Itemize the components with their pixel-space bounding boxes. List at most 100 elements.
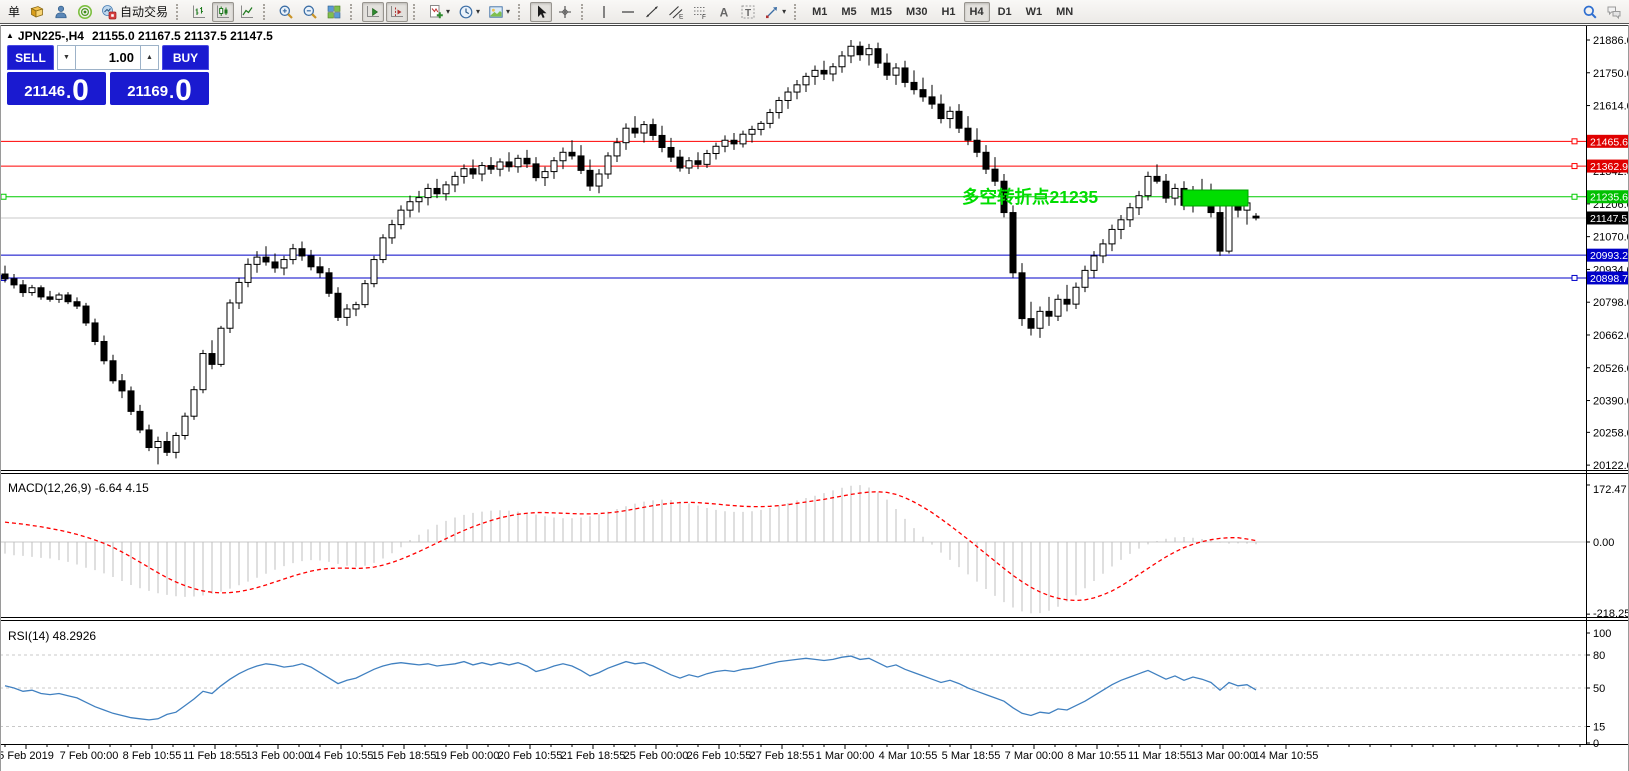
macd-indicator-label: MACD(12,26,9) -6.64 4.15 (8, 481, 149, 495)
volume-increase-button[interactable]: ▲ (140, 45, 159, 70)
rsi-indicator-label: RSI(14) 48.2926 (8, 629, 97, 643)
price-label-21147.5: 21147.5 (1587, 211, 1629, 225)
text-label-button[interactable]: T (737, 2, 759, 22)
timeframe-m30[interactable]: M30 (906, 5, 928, 18)
chart-shift-icon (389, 4, 405, 20)
timeframe-m1[interactable]: M1 (812, 5, 828, 18)
rsi-line (4, 655, 1257, 721)
svg-text:20390.0: 20390.0 (1593, 396, 1629, 408)
svg-text:7 Feb 00:00: 7 Feb 00:00 (60, 750, 119, 762)
svg-text:172.47: 172.47 (1593, 484, 1627, 496)
hline-21362.9[interactable] (0, 163, 1586, 170)
tile-windows-button[interactable] (323, 2, 345, 22)
cursor-button[interactable] (530, 1, 553, 22)
timeframe-h1[interactable]: H1 (941, 5, 956, 18)
periods-button[interactable]: ▾ (455, 2, 483, 22)
price-label-20993.2: 20993.2 (1587, 248, 1629, 262)
annotation-box[interactable] (1182, 189, 1249, 207)
svg-text:26 Feb 10:55: 26 Feb 10:55 (687, 750, 752, 762)
hline-21465.6[interactable] (0, 138, 1586, 145)
svg-text:0.00: 0.00 (1593, 537, 1614, 549)
chat-icon (1606, 4, 1622, 20)
svg-text:15 Feb 18:55: 15 Feb 18:55 (372, 750, 437, 762)
buy-button[interactable]: BUY (162, 45, 209, 70)
toolbar-right-group (1578, 2, 1626, 22)
timeframe-mn[interactable]: MN (1056, 5, 1074, 18)
crosshair-button[interactable] (554, 2, 576, 22)
candlestick-icon (215, 4, 231, 20)
svg-text:7 Mar 00:00: 7 Mar 00:00 (1005, 750, 1064, 762)
svg-text:21 Feb 18:55: 21 Feb 18:55 (561, 750, 626, 762)
volume-decrease-button[interactable]: ▼ (57, 45, 76, 70)
indicators-button[interactable]: ▾ (425, 2, 453, 22)
sell-price-pip: 0 (72, 73, 89, 107)
svg-text:21750.0: 21750.0 (1593, 68, 1629, 80)
zoom-in-button[interactable] (275, 2, 297, 22)
search-button[interactable] (1579, 2, 1601, 22)
candles (1, 40, 1260, 465)
templates-button[interactable]: ▾ (485, 2, 513, 22)
svg-text:20122.0: 20122.0 (1593, 460, 1629, 472)
dropdown-caret-icon[interactable]: ▾ (476, 7, 481, 16)
dropdown-caret-icon[interactable]: ▾ (782, 7, 787, 16)
auto-scroll-button[interactable] (362, 1, 385, 22)
candlestick-chart-button[interactable] (212, 1, 235, 22)
zoom-out-icon (302, 4, 318, 20)
zoom-out-button[interactable] (299, 2, 321, 22)
sell-button[interactable]: SELL (7, 45, 54, 70)
collapse-arrow-icon[interactable]: ▲ (6, 31, 14, 40)
timeframe-m15[interactable]: M15 (870, 5, 893, 18)
dropdown-caret-icon[interactable]: ▾ (446, 7, 451, 16)
profiles-button[interactable] (50, 2, 72, 22)
new-order-button[interactable] (26, 2, 48, 22)
chart-symbol-period: JPN225-,H4 (17, 29, 84, 43)
chart-shift-button[interactable] (386, 1, 409, 22)
price-label-21235.6: 21235.6 (1587, 190, 1629, 204)
autotrading-label: 自动交易 (120, 5, 169, 19)
svg-text:21465.6: 21465.6 (1590, 136, 1628, 148)
svg-text:-218.25: -218.25 (1593, 608, 1629, 620)
tile-icon (326, 4, 342, 20)
time-axis-labels: 5 Feb 2019 7 Feb 00:00 8 Feb 10:55 11 Feb 1… (0, 745, 1318, 762)
line-chart-icon (239, 4, 255, 20)
annotation-text[interactable]: 多空转折点21235 (962, 187, 1098, 207)
price-label-21362.9: 21362.9 (1587, 159, 1629, 173)
macd-signal-line (4, 491, 1257, 602)
volume-input[interactable] (76, 45, 140, 70)
timeframe-m5[interactable]: M5 (841, 5, 857, 18)
market-watch-button[interactable] (74, 2, 96, 22)
search-icon (1582, 4, 1598, 20)
svg-text:21070.0: 21070.0 (1593, 232, 1629, 244)
fibonacci-button[interactable]: F (689, 2, 711, 22)
text-button[interactable]: A (713, 2, 735, 22)
buy-price[interactable]: 21169. 0 (110, 72, 209, 105)
price-label-20898.7: 20898.7 (1587, 271, 1629, 285)
svg-text:13 Feb 00:00: 13 Feb 00:00 (246, 750, 311, 762)
svg-text:21362.9: 21362.9 (1590, 161, 1628, 173)
svg-text:1 Mar 00:00: 1 Mar 00:00 (816, 750, 875, 762)
sell-price[interactable]: 21146. 0 (7, 72, 106, 105)
dropdown-caret-icon[interactable]: ▾ (506, 7, 511, 16)
trendline-button[interactable] (641, 2, 663, 22)
sell-price-main: 21146 (24, 83, 66, 100)
svg-text:8 Mar 10:55: 8 Mar 10:55 (1068, 750, 1127, 762)
horizontal-line-button[interactable] (617, 2, 639, 22)
timeframe-h4[interactable]: H4 (963, 1, 990, 22)
svg-text:21147.5: 21147.5 (1590, 213, 1627, 225)
vertical-line-button[interactable] (593, 2, 615, 22)
chat-button[interactable] (1603, 2, 1625, 22)
chart-title: ▲ JPN225-,H4 21155.0 21167.5 21137.5 21147… (6, 29, 273, 43)
timeframe-d1[interactable]: D1 (997, 5, 1012, 18)
indicators-icon (428, 4, 444, 20)
line-chart-button[interactable] (236, 2, 258, 22)
svg-text:14 Feb 10:55: 14 Feb 10:55 (309, 750, 374, 762)
bar-chart-button[interactable] (188, 2, 210, 22)
autotrading-button[interactable]: 自动交易 (98, 2, 171, 22)
bar-chart-icon (191, 4, 207, 20)
equidistant-channel-button[interactable]: E (665, 2, 687, 22)
timeframe-w1[interactable]: W1 (1025, 5, 1043, 18)
svg-text:20 Feb 10:55: 20 Feb 10:55 (498, 750, 563, 762)
arrows-button[interactable]: ▾ (761, 2, 789, 22)
